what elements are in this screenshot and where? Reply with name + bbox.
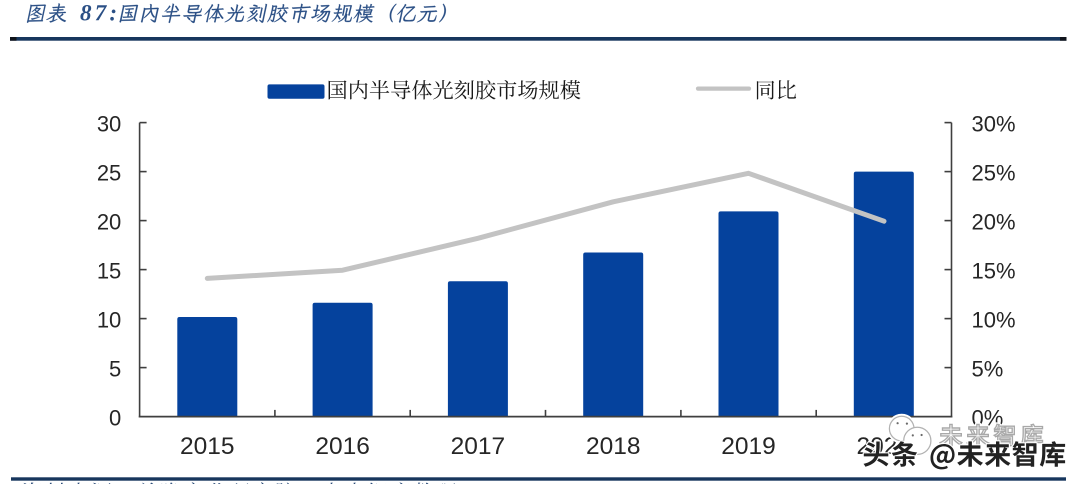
svg-text:0: 0 [109, 406, 121, 431]
svg-text:30: 30 [97, 112, 121, 137]
svg-text:30%: 30% [972, 112, 1016, 137]
svg-text:10: 10 [97, 308, 121, 333]
svg-text:5: 5 [109, 357, 121, 382]
svg-text:25%: 25% [972, 161, 1016, 186]
svg-text:25: 25 [97, 161, 121, 186]
svg-text:15: 15 [97, 259, 121, 284]
svg-text:20%: 20% [972, 210, 1016, 235]
svg-text:15%: 15% [972, 259, 1016, 284]
svg-text:20: 20 [97, 210, 121, 235]
svg-text:10%: 10% [972, 308, 1016, 333]
svg-text:5%: 5% [972, 357, 1004, 382]
svg-text:2019: 2019 [721, 433, 776, 460]
svg-text:2016: 2016 [315, 433, 370, 460]
svg-text:2015: 2015 [180, 433, 235, 460]
svg-text:2018: 2018 [586, 433, 641, 460]
svg-text:2017: 2017 [451, 433, 506, 460]
